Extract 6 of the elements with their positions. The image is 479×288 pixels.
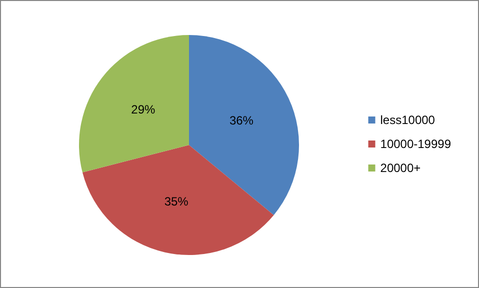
legend-label: less10000 <box>380 113 436 127</box>
data-label: 35% <box>164 194 189 209</box>
data-label: 36% <box>229 113 254 128</box>
legend-label: 10000-19999 <box>380 137 452 151</box>
data-label: 29% <box>131 102 156 116</box>
legend-label: 20000+ <box>380 161 421 175</box>
